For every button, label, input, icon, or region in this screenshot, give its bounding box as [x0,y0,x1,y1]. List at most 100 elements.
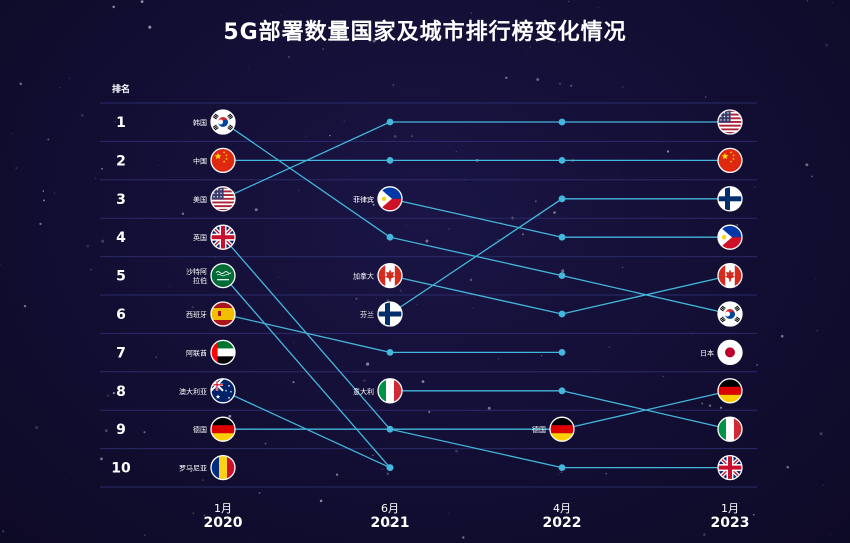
star [337,153,339,155]
ph-flag-icon [718,225,742,250]
star [615,173,617,175]
star [35,426,39,430]
star [386,299,390,302]
star [140,0,144,3]
flag-border [210,186,236,212]
star [561,269,565,273]
ca-flag-icon [378,263,402,288]
star [608,346,611,348]
star [805,163,809,167]
flag-border [717,147,743,174]
ae-flag-icon [211,340,235,365]
flag-border [549,416,575,442]
star [201,479,204,482]
cn-flag-icon [718,148,742,173]
star [622,86,624,88]
star [372,454,374,457]
star [505,76,508,79]
de-flag-icon [718,378,742,403]
rank-dot [558,272,566,279]
star [101,239,105,243]
star [191,306,194,309]
flag-border [210,147,236,174]
star [90,268,92,271]
country-label: 中国 [193,156,207,165]
star [703,533,706,536]
star [278,276,280,278]
star [662,375,664,377]
star [497,357,500,360]
star [112,5,115,9]
flag-border [717,378,743,404]
de-flag-icon [550,417,574,442]
flag-border [210,378,236,404]
star [558,474,560,476]
star [80,113,84,117]
star [756,364,758,366]
star [59,87,61,89]
it-flag-icon [718,417,742,442]
au-flag-icon [211,378,235,403]
star [23,304,27,308]
rank-label: 2 [116,153,126,169]
flag-border [377,186,403,212]
star [666,150,670,153]
country-label: 阿联酋 [186,348,207,357]
rank-header: 排名 [112,83,130,95]
sa-flag-icon [211,263,235,288]
star [15,167,18,170]
rank-dot [558,118,566,126]
star [462,536,465,539]
rank-dot [558,349,566,356]
country-label: 日本 [700,348,714,357]
flag-border [717,186,743,212]
star [53,192,56,194]
star [829,533,832,535]
country-label: 澳大利亚 [179,387,207,396]
star [158,164,159,166]
star [143,431,146,434]
star [65,477,67,479]
star [469,278,473,282]
star [780,334,784,338]
star [822,484,824,486]
flag-border [717,416,743,442]
period-year-label: 2023 [711,515,750,531]
star [68,77,70,79]
ph-flag-icon [378,186,402,211]
star [0,263,1,266]
star [605,472,607,475]
star [555,3,557,5]
star [540,355,542,357]
rank-label: 1 [116,115,126,131]
flag-border [717,224,743,250]
rank-dot [558,387,566,395]
period-month-label: 4月 [553,502,571,515]
star [381,468,384,470]
rank-label: 6 [116,307,126,323]
rank-dot [558,310,566,318]
star [104,429,108,433]
rank-label: 5 [116,269,126,285]
star [372,39,376,43]
star [720,406,723,409]
star [671,73,673,75]
country-label: 意大利 [353,387,374,396]
star [101,167,103,170]
rank-dot [386,425,394,433]
flag-border [210,339,236,366]
star [388,523,392,527]
star [704,96,707,98]
star [47,138,50,141]
star [428,410,431,413]
star [425,239,429,243]
star [470,12,473,14]
star [203,514,206,516]
country-label: 菲律宾 [353,195,374,204]
star [708,404,712,407]
star [598,7,600,9]
star [448,511,450,513]
rank-label: 9 [116,422,126,438]
star [192,512,195,514]
